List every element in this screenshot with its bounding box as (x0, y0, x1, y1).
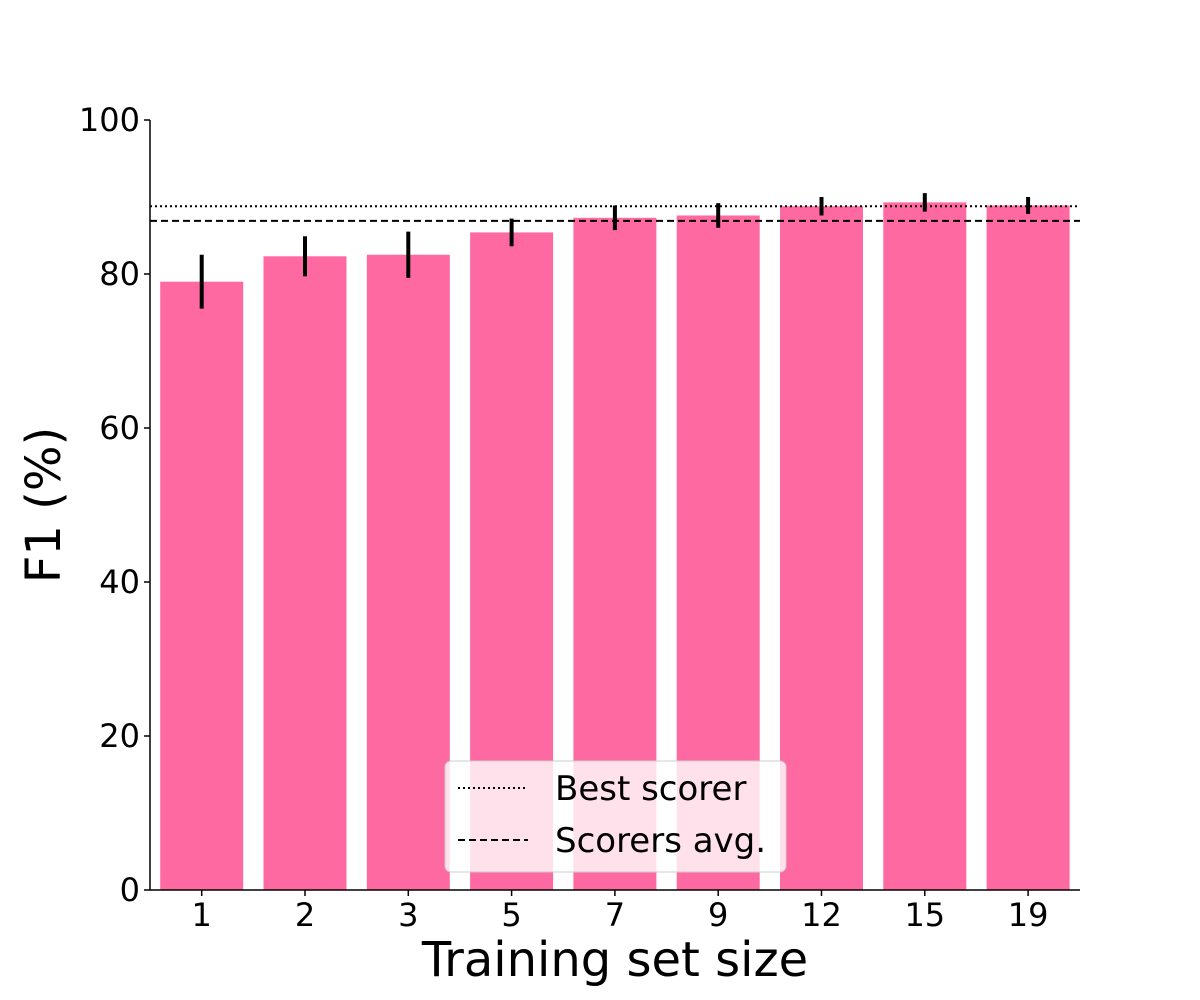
x-tick-label-1: 1 (192, 896, 212, 934)
x-axis-title: Training set size (421, 932, 808, 988)
x-tick-label-7: 7 (605, 896, 625, 934)
y-tick-label-100: 100 (79, 101, 140, 139)
bar-15 (883, 202, 967, 890)
bar-3 (366, 254, 450, 890)
x-tick-label-2: 2 (295, 896, 315, 934)
x-tick-label-15: 15 (904, 896, 945, 934)
bar-2 (263, 256, 347, 890)
y-tick-label-80: 80 (99, 255, 140, 293)
legend-label-scorers-avg: Scorers avg. (555, 821, 766, 861)
y-tick-label-40: 40 (99, 563, 140, 601)
x-tick-label-9: 9 (708, 896, 728, 934)
y-tick-label-0: 0 (120, 871, 140, 909)
bar-19 (986, 205, 1070, 891)
y-tick-label-60: 60 (99, 409, 140, 447)
bar-1 (160, 281, 244, 890)
y-tick-label-20: 20 (99, 717, 140, 755)
y-axis-title: F1 (%) (16, 427, 72, 583)
bar-12 (780, 206, 863, 891)
reference-lines-layer (150, 205, 1080, 222)
x-tick-label-12: 12 (801, 896, 842, 934)
x-tick-label-5: 5 (501, 896, 521, 934)
legend: Best scorer Scorers avg. (444, 760, 787, 873)
x-tick-label-3: 3 (398, 896, 418, 934)
legend-box (444, 760, 787, 873)
x-tick-label-19: 19 (1008, 896, 1049, 934)
legend-label-best-scorer: Best scorer (555, 769, 746, 809)
